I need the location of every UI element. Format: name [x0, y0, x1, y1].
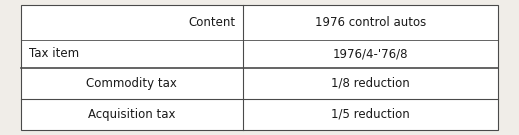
Text: 1/5 reduction: 1/5 reduction: [331, 108, 410, 121]
Text: Content: Content: [188, 16, 235, 29]
Text: 1976/4-'76/8: 1976/4-'76/8: [333, 47, 408, 60]
Text: 1976 control autos: 1976 control autos: [315, 16, 426, 29]
Text: Tax item: Tax item: [29, 47, 79, 60]
Text: 1/8 reduction: 1/8 reduction: [331, 77, 410, 90]
Text: Acquisition tax: Acquisition tax: [88, 108, 175, 121]
Text: Commodity tax: Commodity tax: [86, 77, 177, 90]
